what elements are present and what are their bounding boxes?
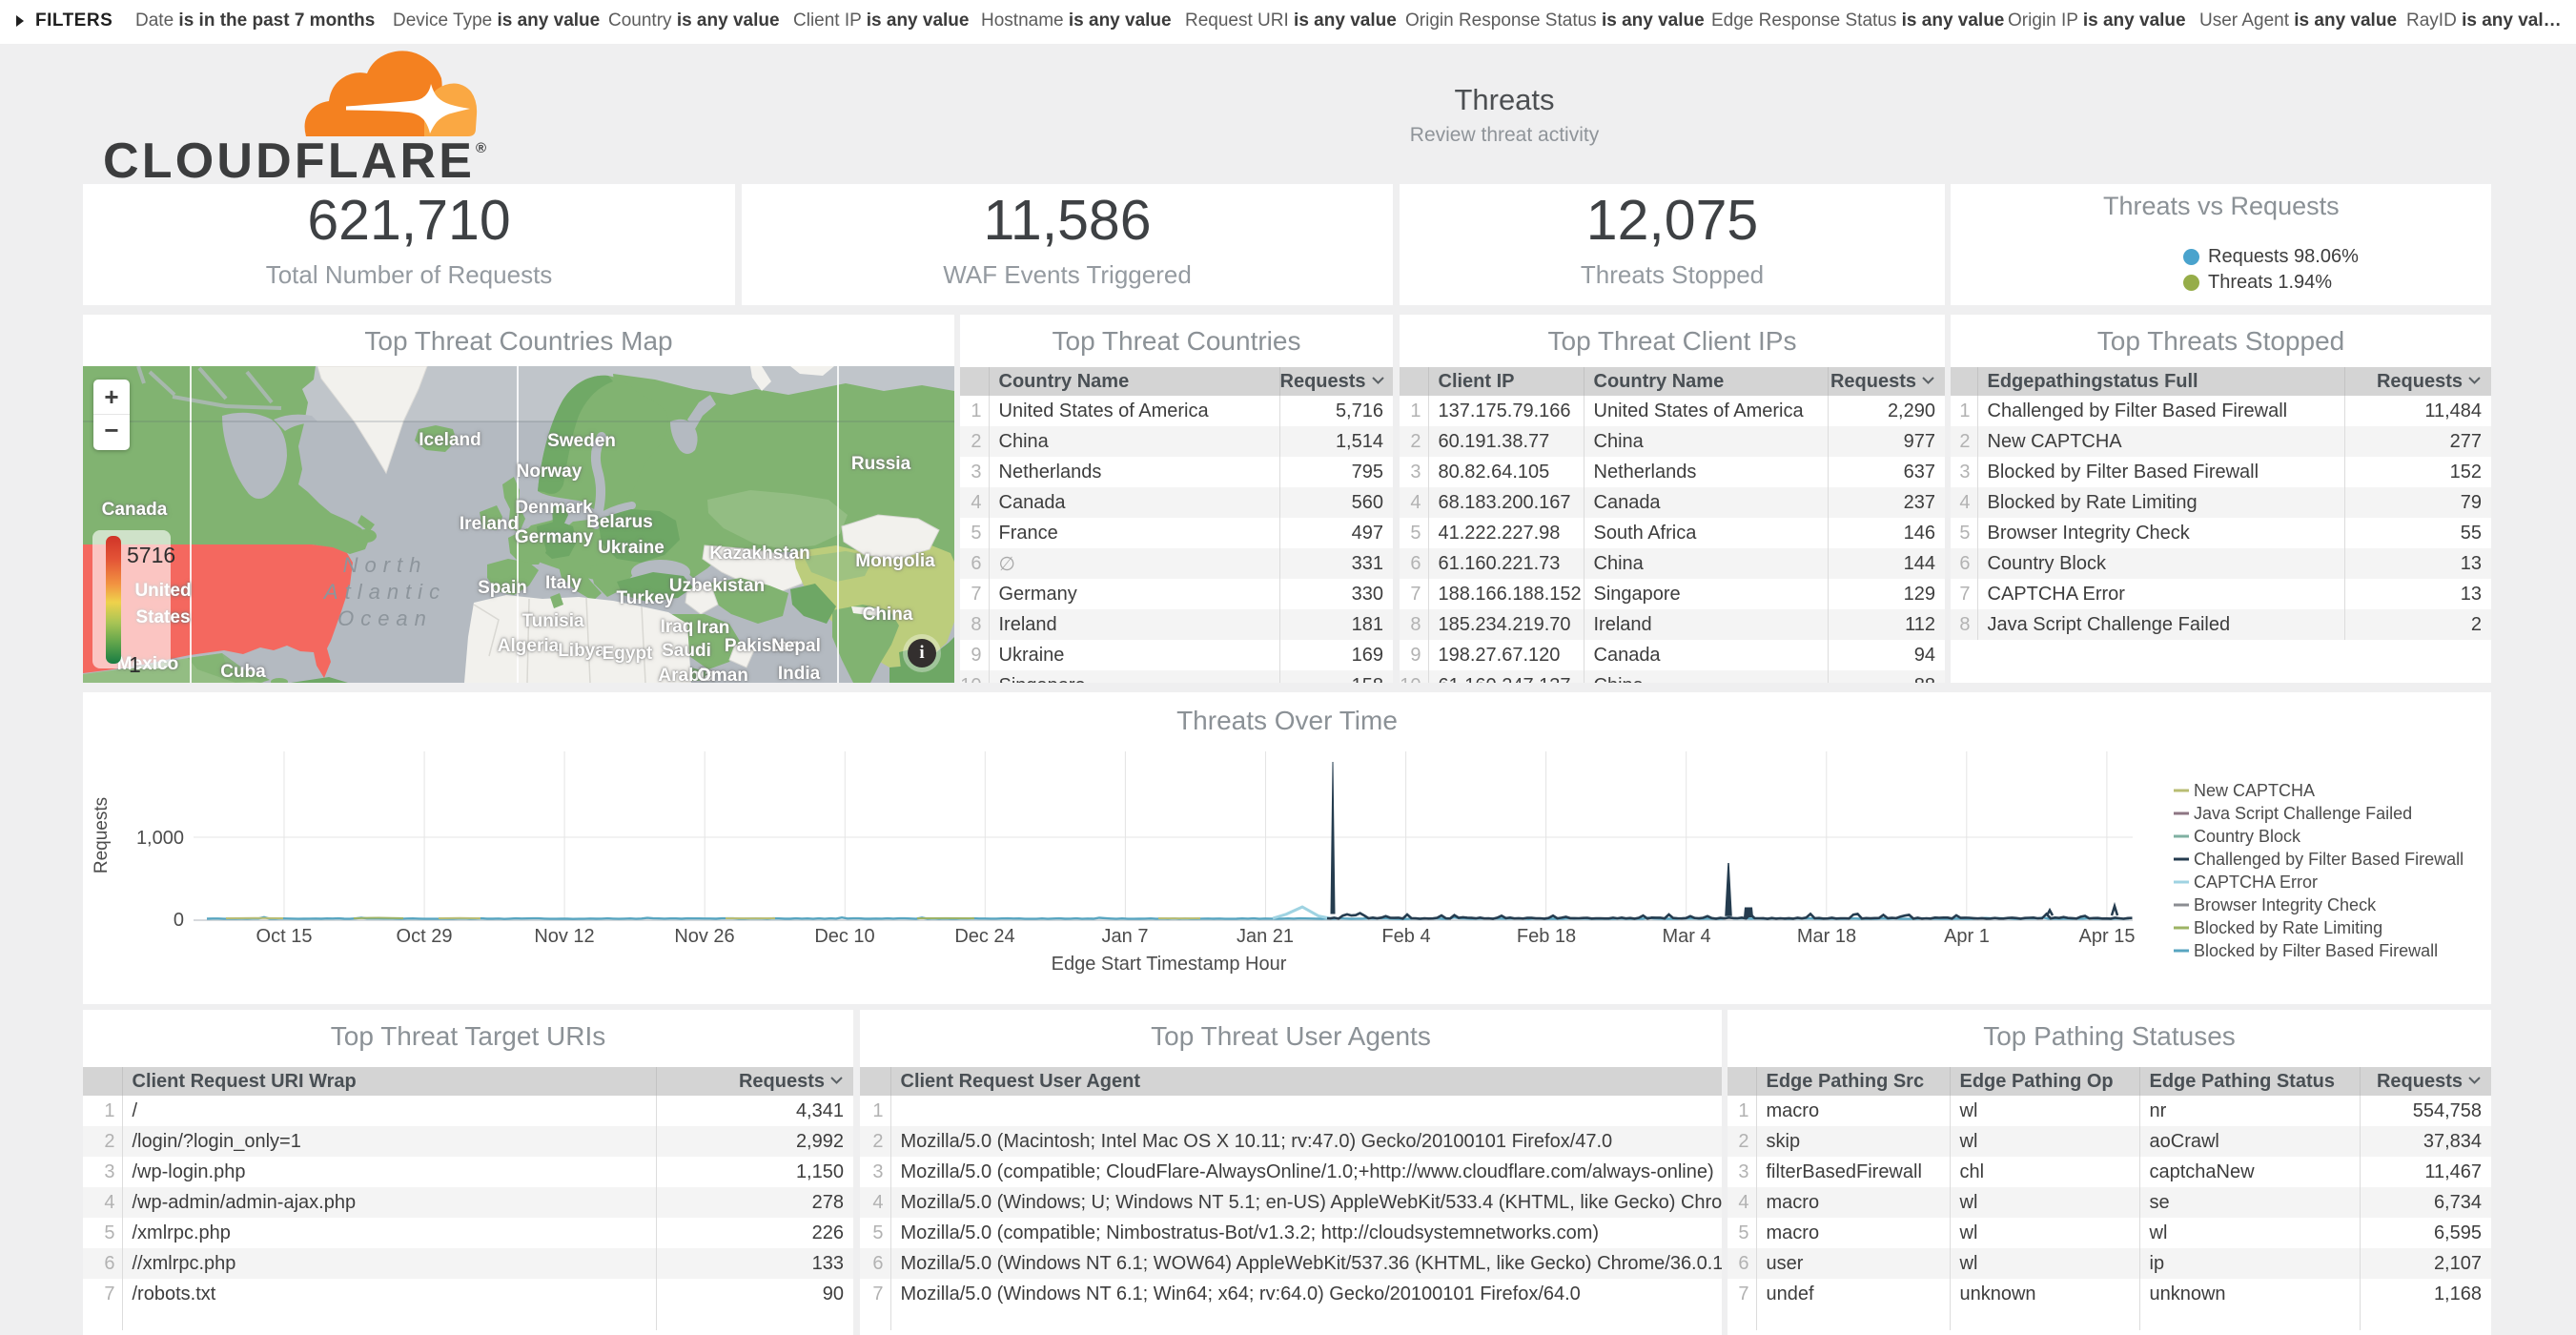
svg-text:Jan 21: Jan 21 [1237,926,1294,947]
svg-text:CAPTCHA Error: CAPTCHA Error [2194,873,2318,892]
svg-text:Oct 15: Oct 15 [256,926,313,947]
svg-text:Blocked by Filter Based Firewa: Blocked by Filter Based Firewall [2194,941,2438,960]
svg-text:Nov 26: Nov 26 [674,926,734,947]
svg-text:Edge Start Timestamp Hour: Edge Start Timestamp Hour [1052,954,1287,975]
svg-text:Java Script Challenge Failed: Java Script Challenge Failed [2194,804,2412,823]
svg-text:Nov 12: Nov 12 [534,926,594,947]
svg-text:Browser Integrity Check: Browser Integrity Check [2194,895,2377,914]
svg-text:Country Block: Country Block [2194,827,2301,846]
svg-text:0: 0 [174,910,184,931]
svg-text:Apr 1: Apr 1 [1944,926,1990,947]
svg-text:Requests: Requests [92,797,112,873]
svg-text:Feb 4: Feb 4 [1381,926,1430,947]
svg-text:Mar 4: Mar 4 [1662,926,1710,947]
svg-text:Blocked by Rate Limiting: Blocked by Rate Limiting [2194,918,2382,937]
svg-text:Oct 29: Oct 29 [397,926,453,947]
svg-text:Dec 10: Dec 10 [814,926,874,947]
svg-text:Challenged by Filter Based Fir: Challenged by Filter Based Firewall [2194,850,2464,869]
svg-text:Dec 24: Dec 24 [954,926,1014,947]
svg-text:1,000: 1,000 [136,828,184,849]
svg-text:Apr 15: Apr 15 [2079,926,2136,947]
svg-text:Mar 18: Mar 18 [1797,926,1856,947]
svg-text:New CAPTCHA: New CAPTCHA [2194,781,2315,800]
svg-text:®: ® [476,140,486,156]
svg-text:CLOUDFLARE: CLOUDFLARE [103,134,475,183]
svg-text:Jan 7: Jan 7 [1102,926,1149,947]
svg-text:Feb 18: Feb 18 [1517,926,1576,947]
